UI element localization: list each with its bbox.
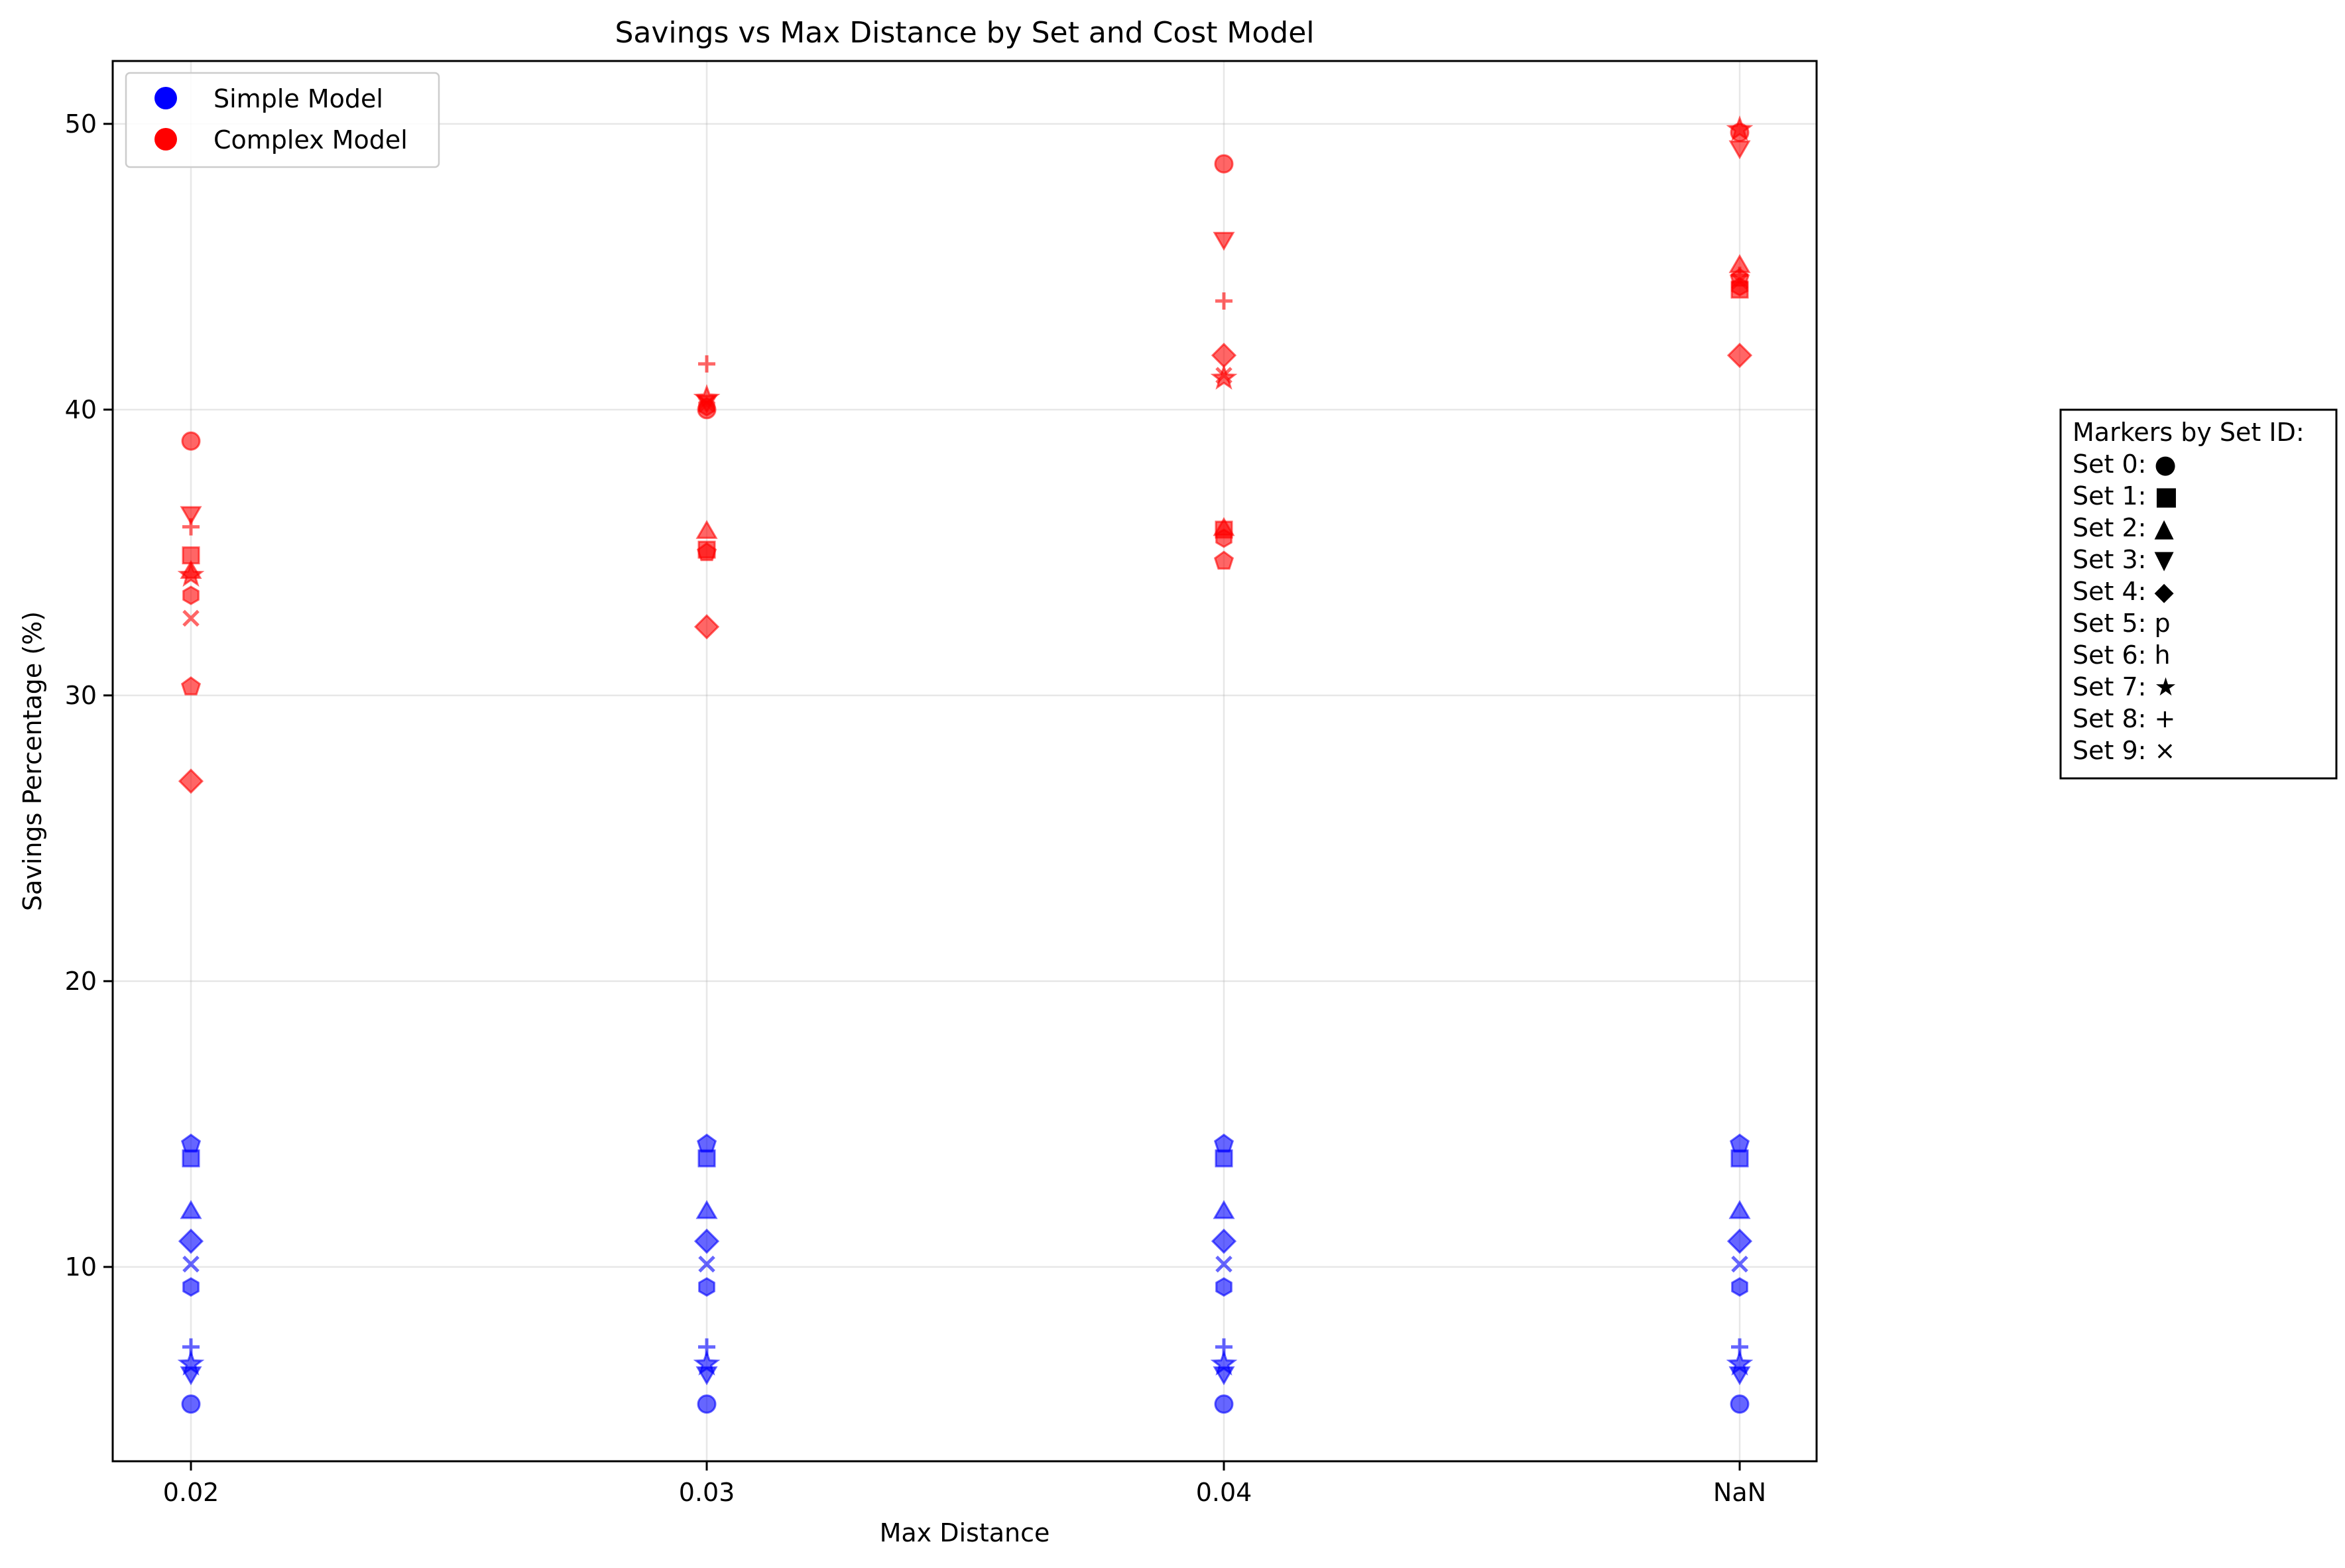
data-point-set-1 (1730, 1149, 1749, 1168)
grid-layer (113, 61, 1817, 1461)
data-point-set-6 (1215, 528, 1233, 548)
y-tick-label: 20 (65, 967, 97, 996)
data-point-set-0 (1730, 1394, 1750, 1414)
data-point-set-3 (1728, 140, 1751, 160)
marker-key-entry: Set 2: ▲ (2073, 513, 2175, 542)
marker-key-entry: Set 1: ■ (2073, 481, 2178, 511)
data-point-set-5 (180, 676, 202, 695)
chart-title: Savings vs Max Distance by Set and Cost … (615, 16, 1314, 50)
data-point-set-7 (693, 1350, 721, 1376)
data-point-set-7 (1726, 115, 1754, 141)
marker-key-entry: Set 8: + (2073, 704, 2175, 733)
x-axis: 0.02 0.03 0.04 NaN (163, 1461, 1766, 1507)
data-point-set-5 (696, 1133, 717, 1153)
data-point-set-6 (1215, 1277, 1233, 1297)
x-tick-label: 0.04 (1196, 1478, 1252, 1507)
legend-complex-label: Complex Model (213, 125, 408, 154)
data-point-set-7 (177, 561, 205, 587)
marker-key-entry: Set 3: ▼ (2073, 545, 2175, 574)
data-point-set-0 (181, 1394, 201, 1414)
data-point-set-1 (697, 1149, 716, 1168)
plot-frame (111, 60, 1818, 1463)
data-point-set-1 (182, 1149, 200, 1168)
data-point-set-2 (695, 1200, 718, 1219)
data-point-set-9 (698, 395, 715, 412)
data-point-set-4 (1211, 1228, 1237, 1254)
y-tick-label: 40 (65, 395, 97, 424)
data-point-set-3 (1213, 231, 1235, 251)
marker-key-entry: Set 6: h (2073, 640, 2171, 670)
x-tick-label: 0.02 (163, 1478, 219, 1507)
data-point-set-6 (182, 585, 200, 605)
data-point-set-3 (180, 506, 202, 525)
marker-key-entry: Set 7: ★ (2073, 672, 2177, 701)
data-point-set-4 (178, 768, 204, 794)
legend-simple-label: Simple Model (213, 84, 383, 113)
y-tick-label: 30 (65, 681, 97, 710)
data-point-set-4 (178, 1228, 204, 1254)
data-point-set-2 (695, 520, 718, 539)
data-point-set-4 (693, 1228, 720, 1254)
data-point-set-7 (1210, 1350, 1238, 1376)
data-point-set-2 (1728, 1200, 1751, 1219)
data-point-set-2 (180, 1200, 202, 1219)
marker-key-entry: Set 5: p (2073, 609, 2171, 638)
data-point-set-9 (182, 1255, 200, 1273)
data-point-set-7 (1726, 1350, 1754, 1376)
y-axis-label: Savings Percentage (%) (18, 611, 47, 911)
legend-complex-marker (154, 128, 177, 151)
y-tick-label: 10 (65, 1252, 97, 1282)
data-point-set-7 (177, 1350, 205, 1376)
data-point-set-5 (180, 1133, 202, 1153)
data-point-set-6 (1731, 1277, 1748, 1297)
x-tick-label: 0.03 (679, 1478, 735, 1507)
x-tick-label: NaN (1713, 1478, 1766, 1507)
y-axis: 10 20 30 40 50 (65, 109, 113, 1282)
data-point-set-9 (698, 1255, 715, 1273)
marker-key-box (2059, 408, 2338, 780)
data-point-set-6 (1731, 276, 1748, 297)
data-point-set-8 (1215, 1338, 1233, 1356)
data-point-set-8 (698, 355, 715, 373)
points-layer (177, 115, 1754, 1414)
legend-simple-marker (154, 87, 177, 109)
marker-key-entry: Set 4: ◆ (2073, 577, 2175, 606)
data-point-set-0 (181, 431, 201, 451)
data-point-set-2 (1213, 1200, 1235, 1219)
data-point-set-6 (182, 1277, 200, 1297)
data-point-set-4 (1726, 1228, 1753, 1254)
data-point-set-9 (1215, 1255, 1233, 1273)
data-point-set-5 (1213, 1133, 1234, 1153)
marker-key-entry: Set 0: ● (2073, 450, 2177, 479)
data-point-set-9 (1731, 272, 1748, 290)
data-point-set-6 (698, 1277, 715, 1297)
data-point-set-9 (1731, 1255, 1748, 1273)
model-legend: Simple Model Complex Model (125, 72, 440, 168)
data-point-set-4 (693, 614, 720, 640)
marker-key-title: Markers by Set ID: (2073, 418, 2305, 447)
y-tick-label: 50 (65, 109, 97, 139)
data-point-set-8 (182, 518, 200, 536)
marker-key-entry: Set 9: × (2073, 736, 2175, 765)
data-point-set-0 (697, 1394, 717, 1414)
data-point-set-5 (1213, 550, 1234, 570)
data-point-set-4 (1726, 342, 1753, 369)
data-point-set-8 (1731, 1338, 1748, 1356)
data-point-set-9 (1215, 367, 1233, 384)
data-point-set-0 (1214, 154, 1234, 174)
data-point-set-8 (698, 1338, 715, 1356)
model-legend-box (125, 72, 440, 168)
data-point-set-8 (182, 1338, 200, 1356)
data-point-set-8 (1215, 292, 1233, 310)
data-point-set-0 (1214, 1394, 1234, 1414)
x-axis-label: Max Distance (880, 1518, 1050, 1547)
data-point-set-1 (1215, 1149, 1233, 1168)
data-point-set-4 (1211, 342, 1237, 369)
data-point-set-5 (696, 542, 717, 562)
marker-key: Markers by Set ID: Set 0: ● Set 1: ■ Set… (2059, 408, 2338, 780)
data-point-set-5 (1729, 1133, 1750, 1153)
data-point-set-9 (182, 609, 200, 627)
